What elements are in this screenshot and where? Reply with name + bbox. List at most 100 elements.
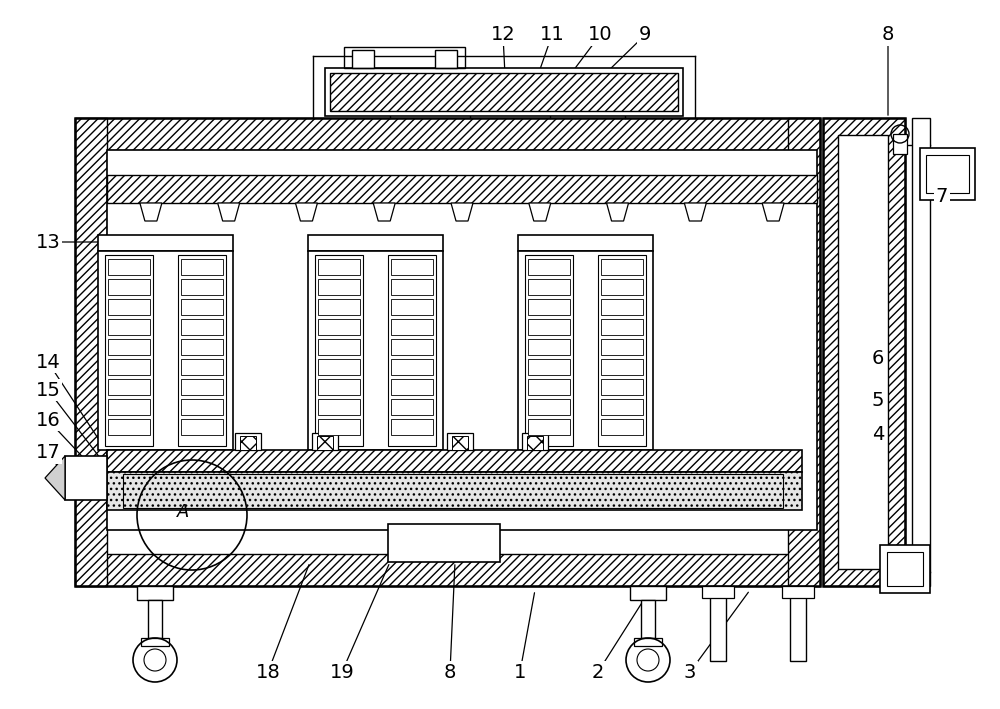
Bar: [108, 299, 150, 315]
Bar: [447, 433, 473, 450]
Polygon shape: [684, 203, 706, 221]
Text: 8: 8: [882, 26, 894, 45]
Text: 5: 5: [872, 391, 884, 410]
Bar: [601, 339, 643, 355]
Bar: [893, 134, 907, 154]
Bar: [108, 319, 150, 335]
Bar: [312, 433, 338, 450]
Bar: [823, 118, 905, 586]
Bar: [318, 319, 360, 335]
Bar: [452, 436, 468, 450]
Bar: [702, 586, 734, 598]
Bar: [601, 299, 643, 315]
Bar: [75, 118, 820, 150]
Bar: [181, 339, 223, 355]
Bar: [318, 379, 360, 395]
Bar: [181, 359, 223, 375]
Text: 2: 2: [592, 662, 604, 681]
Text: 12: 12: [491, 26, 515, 45]
Bar: [391, 299, 433, 315]
Bar: [75, 118, 820, 586]
Bar: [435, 50, 457, 68]
Text: 9: 9: [639, 26, 651, 45]
Bar: [181, 319, 223, 335]
Bar: [108, 279, 150, 295]
Bar: [601, 259, 643, 275]
Bar: [98, 251, 233, 450]
Bar: [634, 638, 662, 646]
Bar: [926, 155, 969, 193]
Bar: [710, 586, 726, 661]
Bar: [391, 359, 433, 375]
Bar: [137, 586, 173, 600]
Text: 3: 3: [684, 662, 696, 681]
Bar: [318, 299, 360, 315]
Bar: [65, 456, 107, 500]
Text: 19: 19: [330, 662, 354, 681]
Bar: [601, 359, 643, 375]
Bar: [330, 73, 678, 111]
Text: 4: 4: [872, 425, 884, 445]
Bar: [181, 419, 223, 435]
Polygon shape: [607, 203, 629, 221]
Bar: [391, 319, 433, 335]
Bar: [528, 319, 570, 335]
Bar: [788, 118, 820, 586]
Bar: [601, 399, 643, 415]
Bar: [838, 135, 888, 569]
Bar: [318, 399, 360, 415]
Text: 16: 16: [36, 411, 60, 430]
Polygon shape: [218, 203, 240, 221]
Bar: [107, 450, 802, 472]
Bar: [601, 279, 643, 295]
Bar: [235, 433, 261, 450]
Bar: [181, 279, 223, 295]
Bar: [518, 235, 653, 251]
Text: 10: 10: [588, 26, 612, 45]
Bar: [601, 319, 643, 335]
Bar: [391, 419, 433, 435]
Bar: [181, 379, 223, 395]
Bar: [528, 279, 570, 295]
Bar: [528, 359, 570, 375]
Polygon shape: [45, 456, 65, 500]
Bar: [528, 259, 570, 275]
Bar: [318, 279, 360, 295]
Bar: [391, 379, 433, 395]
Bar: [178, 255, 226, 446]
Bar: [880, 545, 930, 593]
Bar: [823, 118, 905, 586]
Bar: [528, 419, 570, 435]
Bar: [325, 68, 683, 116]
Text: A: A: [177, 503, 189, 521]
Text: 11: 11: [540, 26, 564, 45]
Bar: [912, 118, 930, 586]
Polygon shape: [140, 203, 162, 221]
Polygon shape: [451, 203, 473, 221]
Bar: [391, 259, 433, 275]
Bar: [525, 255, 573, 446]
Text: 6: 6: [872, 349, 884, 367]
Bar: [782, 586, 814, 598]
Bar: [108, 359, 150, 375]
Text: 7: 7: [936, 186, 948, 206]
Bar: [98, 235, 233, 251]
Bar: [308, 251, 443, 450]
Bar: [315, 255, 363, 446]
Bar: [630, 586, 666, 600]
Bar: [790, 586, 806, 661]
Bar: [107, 175, 817, 203]
Bar: [641, 600, 655, 638]
Bar: [75, 118, 107, 586]
Polygon shape: [295, 203, 317, 221]
Bar: [318, 259, 360, 275]
Bar: [528, 299, 570, 315]
Bar: [141, 638, 169, 646]
Bar: [108, 379, 150, 395]
Bar: [105, 255, 153, 446]
Bar: [75, 554, 820, 586]
Bar: [601, 379, 643, 395]
Bar: [388, 255, 436, 446]
Bar: [344, 47, 465, 68]
Polygon shape: [373, 203, 395, 221]
